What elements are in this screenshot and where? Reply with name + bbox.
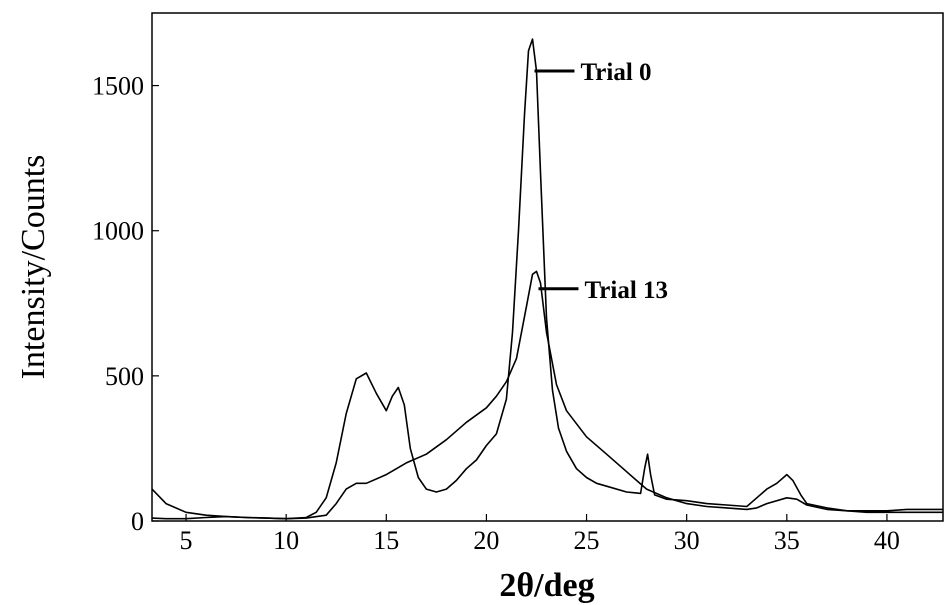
- x-tick-label: 15: [373, 526, 399, 555]
- x-tick-label: 5: [180, 526, 193, 555]
- annotation-layer: Trial 0 Trial 13: [534, 59, 668, 304]
- x-axis-title: 2θ/deg: [499, 567, 594, 604]
- annotation-label: Trial 13: [584, 277, 668, 304]
- plot-frame: [151, 12, 944, 522]
- series-layer: [151, 38, 943, 520]
- x-axis-ticks: 5 10 15 20 25 30 35 40: [180, 514, 900, 555]
- x-tick-label: 35: [774, 526, 800, 555]
- y-tick-label: 500: [105, 362, 144, 391]
- y-tick-label: 1500: [92, 72, 144, 101]
- y-axis-title: Intensity/Counts: [15, 155, 52, 380]
- x-tick-label: 10: [273, 526, 299, 555]
- x-tick-label: 25: [574, 526, 600, 555]
- y-tick-label: 1000: [92, 217, 144, 246]
- y-axis-ticks: 0 500 1000 1500: [92, 72, 159, 536]
- series-line-trial-13: [151, 270, 943, 520]
- x-tick-label: 20: [473, 526, 499, 555]
- annotation-label: Trial 0: [580, 59, 651, 86]
- series-line-trial-0: [151, 38, 943, 520]
- x-tick-label: 40: [874, 526, 900, 555]
- x-tick-label: 30: [674, 526, 700, 555]
- y-tick-label: 0: [131, 507, 144, 536]
